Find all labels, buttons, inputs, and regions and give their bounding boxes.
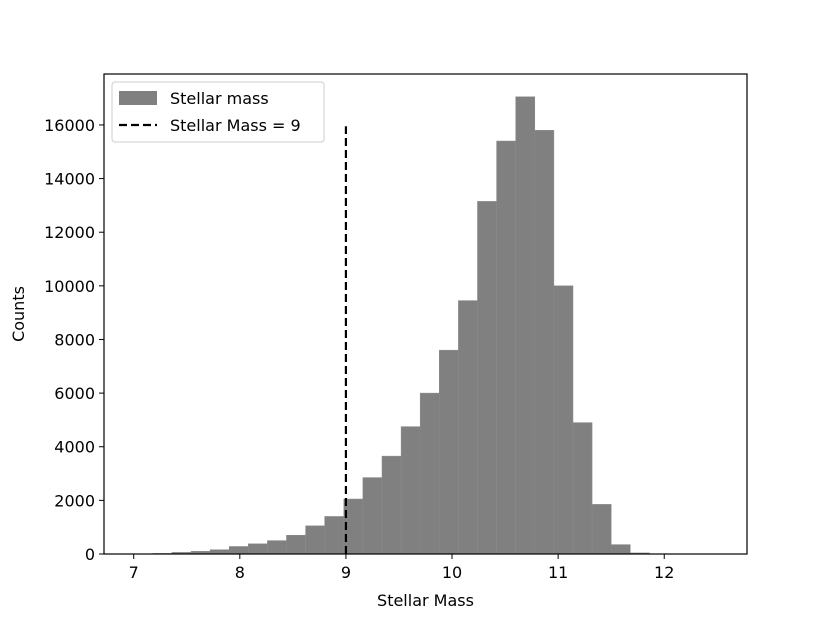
x-tick-label: 12 [654, 563, 674, 582]
histogram-bar [591, 504, 612, 555]
legend-label-vline: Stellar Mass = 9 [170, 116, 301, 135]
histogram-bar [267, 540, 287, 555]
plot-frame [103, 73, 748, 555]
x-tick-label: 7 [129, 563, 139, 582]
histogram-bar [515, 96, 536, 555]
histogram-bar [534, 130, 555, 555]
histogram-bar [553, 285, 574, 555]
legend-label-histogram: Stellar mass [170, 89, 269, 108]
y-tick-label: 2000 [54, 491, 95, 510]
y-tick-label: 4000 [54, 438, 95, 457]
histogram-bar [477, 201, 497, 555]
histogram-bar [228, 546, 249, 555]
histogram-bar [324, 516, 345, 555]
legend: Stellar mass Stellar Mass = 9 [111, 81, 325, 143]
x-tick-label: 9 [341, 563, 351, 582]
x-axis-label: Stellar Mass [377, 591, 474, 610]
histogram-bar [610, 544, 631, 555]
y-axis-label: Counts [9, 286, 28, 342]
y-tick-label: 12000 [44, 223, 95, 242]
y-tick-label: 16000 [44, 116, 95, 135]
y-tick-label: 10000 [44, 277, 95, 296]
histogram-bar [286, 534, 306, 555]
y-axis-ticks: 0 2000 4000 6000 8000 10000 12000 14000 16000 [44, 116, 104, 564]
histogram-bar [439, 349, 459, 555]
y-tick-label: 6000 [54, 384, 95, 403]
y-tick-label: 0 [85, 545, 95, 564]
histogram-bar [400, 426, 421, 555]
histogram-bar [496, 140, 516, 555]
histogram-bar [248, 543, 268, 555]
histogram-bar [305, 525, 325, 555]
legend-swatch-histogram [119, 91, 157, 105]
x-axis-ticks: 7 8 9 10 11 12 [129, 554, 674, 582]
histogram-bar [458, 300, 478, 555]
x-tick-label: 10 [442, 563, 462, 582]
y-tick-label: 8000 [54, 330, 95, 349]
histogram-bar [419, 392, 440, 555]
histogram-bar [572, 422, 593, 555]
legend-box [111, 81, 325, 143]
histogram-bar [209, 549, 230, 555]
histogram-bar [381, 455, 402, 555]
histogram-bar [362, 477, 383, 555]
y-tick-label: 14000 [44, 170, 95, 189]
histogram-bars [133, 96, 707, 555]
x-tick-label: 8 [235, 563, 245, 582]
x-tick-label: 11 [548, 563, 568, 582]
